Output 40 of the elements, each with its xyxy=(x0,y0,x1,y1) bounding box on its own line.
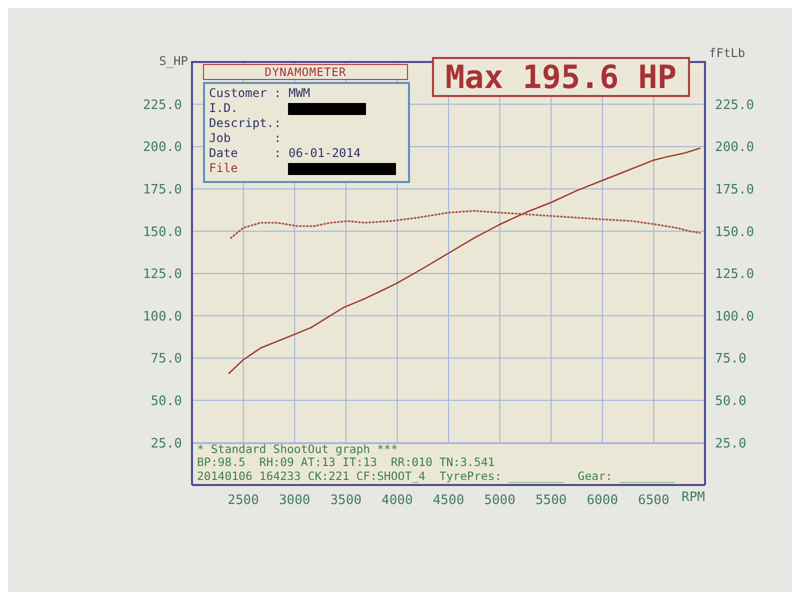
annotation: BP:98.5 RH:09 AT:13 IT:13 RR:010 TN:3.541 xyxy=(197,455,496,470)
y-tick-label: 225.0 xyxy=(142,98,182,113)
y-tick-label: 125.0 xyxy=(142,267,182,282)
annotation: Date : 06-01-2014 xyxy=(209,146,361,160)
y2-tick-label: 25.0 xyxy=(715,436,746,452)
annotation: Job : xyxy=(209,131,282,145)
y2-axis-title: fFtLb xyxy=(709,46,746,60)
x-tick-label: 4500 xyxy=(432,493,464,508)
x-tick-label: 4000 xyxy=(382,493,413,508)
x-axis-title: RPM xyxy=(682,490,705,505)
x-tick-label: 3000 xyxy=(278,493,310,508)
y2-tick-label: 100.0 xyxy=(715,309,754,324)
line-series xyxy=(230,210,701,239)
x-tick-label: 5000 xyxy=(484,493,516,508)
annotation: Descript.: xyxy=(209,116,282,130)
y-tick-label: 200.0 xyxy=(142,140,182,156)
y-tick-label: 25.0 xyxy=(150,436,182,452)
y-tick-label: 100.0 xyxy=(142,309,182,324)
y2-tick-label: 125.0 xyxy=(715,267,754,282)
y2-tick-label: 225.0 xyxy=(715,98,754,113)
y-axis-title: S_HP xyxy=(159,54,188,68)
y2-tick-label: 175.0 xyxy=(715,182,754,198)
x-tick-label: 6500 xyxy=(638,493,670,508)
annotation: File xyxy=(209,161,238,175)
annotation: * Standard ShootOut graph *** xyxy=(197,442,399,456)
x-tick-label: 6000 xyxy=(586,493,618,508)
y2-tick-label: 150.0 xyxy=(715,224,754,240)
annotation: 20140106 164233 CK:221 CF:SHOOT_4 TyrePres: ________ Gear: ________ xyxy=(197,468,676,484)
y-tick-label: 150.0 xyxy=(142,224,182,240)
y-tick-label: 175.0 xyxy=(142,182,182,198)
annotation: Customer : MWM xyxy=(209,86,310,100)
y2-tick-label: 200.0 xyxy=(715,140,754,156)
y2-tick-label: 50.0 xyxy=(715,394,746,410)
y-tick-label: 50.0 xyxy=(150,394,182,410)
annotation: I.D. xyxy=(209,101,238,115)
x-tick-label: 2500 xyxy=(228,493,259,508)
x-tick-label: 3500 xyxy=(330,493,362,508)
y-tick-label: 75.0 xyxy=(150,352,182,367)
x-tick-label: 5500 xyxy=(535,493,567,508)
y2-tick-label: 75.0 xyxy=(715,352,746,367)
